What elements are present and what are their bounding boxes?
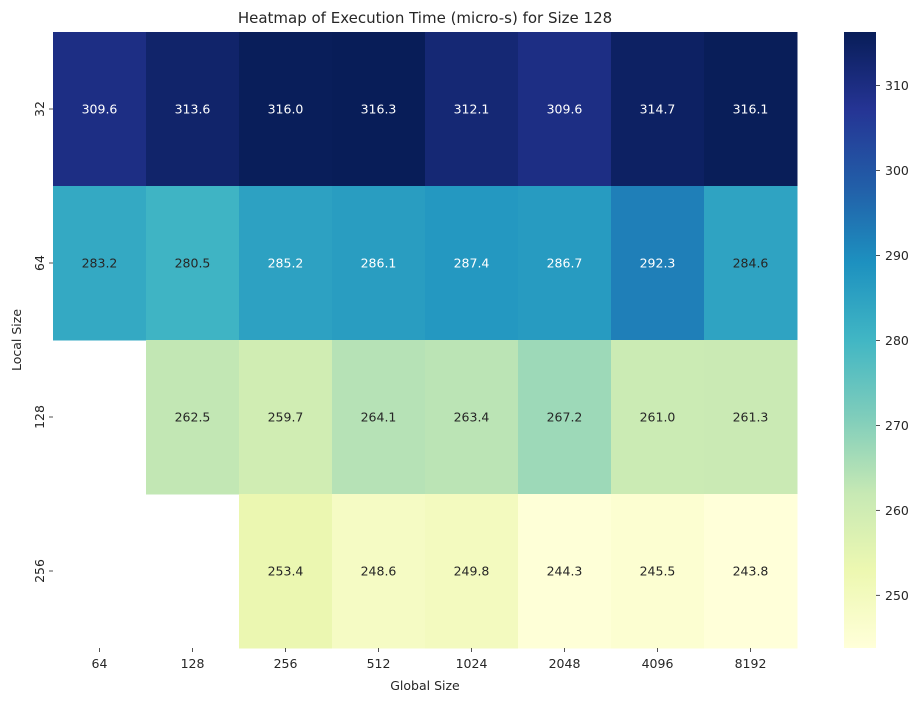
x-tick-label: 1024 [456,656,488,671]
x-axis-label: Global Size [390,678,460,693]
y-tick-label: 256 [32,559,47,583]
cell-value-label: 283.2 [82,256,118,271]
y-tick-label: 32 [32,101,47,117]
colorbar-tick-label: 290 [885,248,909,263]
heatmap-cell [425,494,519,649]
colorbar: 250 260 270 280 290 300 310 [844,32,909,648]
y-tick-label: 128 [32,405,47,429]
heatmap-cell [146,186,240,341]
heatmap-cell [704,32,798,187]
x-tick-label: 8192 [735,656,767,671]
x-tick-label: 64 [92,656,108,671]
cell-value-label: 316.0 [268,102,304,117]
cell-value-label: 286.7 [547,256,583,271]
heatmap-cells: 309.6 313.6 316.0 316.3 312.1 309.6 314.7 316.1… [53,32,798,649]
heatmap-cell [611,340,705,495]
cell-value-label: 309.6 [82,102,118,117]
cell-value-label: 261.0 [640,410,676,425]
cell-value-label: 292.3 [640,256,676,271]
cell-value-label: 245.5 [640,564,676,579]
cell-value-label: 249.8 [454,564,490,579]
cell-value-label: 284.6 [733,256,769,271]
cell-value-label: 244.3 [547,564,583,579]
chart-title: Heatmap of Execution Time (micro-s) for … [238,9,612,27]
cell-value-label: 285.2 [268,256,304,271]
colorbar-tick-label: 280 [885,333,909,348]
cell-value-label: 286.1 [361,256,397,271]
y-axis-label: Local Size [9,309,24,371]
cell-value-label: 316.3 [361,102,397,117]
cell-value-label: 263.4 [454,410,490,425]
colorbar-ticks: 250 260 270 280 290 300 310 [876,78,909,603]
heatmap-cell [239,32,333,187]
heatmap-cell [704,186,798,341]
cell-value-label: 243.8 [733,564,769,579]
y-axis: 32 64 128 256 [32,101,53,583]
heatmap-cell [425,340,519,495]
x-tick-label: 2048 [549,656,581,671]
heatmap-cell [53,186,147,341]
heatmap-cell [239,340,333,495]
heatmap-cell [704,340,798,495]
heatmap-cell [704,494,798,649]
heatmap-cell [611,186,705,341]
cell-value-label: 264.1 [361,410,397,425]
cell-value-label: 314.7 [640,102,676,117]
heatmap-cell [518,340,612,495]
cell-value-label: 267.2 [547,410,583,425]
cell-value-label: 316.1 [733,102,769,117]
x-tick-label: 256 [274,656,298,671]
heatmap-cell [146,32,240,187]
cell-value-label: 259.7 [268,410,304,425]
x-tick-label: 512 [367,656,391,671]
x-axis: 64 128 256 512 1024 2048 4096 8192 [92,648,767,671]
heatmap-cell [239,186,333,341]
heatmap-cell [332,340,426,495]
heatmap-cell [518,494,612,649]
cell-value-label: 287.4 [454,256,490,271]
cell-value-label: 312.1 [454,102,490,117]
colorbar-tick-label: 310 [885,78,909,93]
heatmap-cell [518,186,612,341]
cell-value-label: 280.5 [175,256,211,271]
heatmap-cell [332,32,426,187]
heatmap-cell [425,186,519,341]
cell-value-label: 309.6 [547,102,583,117]
cell-value-label: 261.3 [733,410,769,425]
heatmap-cell [146,340,240,495]
heatmap-cell [53,32,147,187]
cell-value-label: 262.5 [175,410,211,425]
x-tick-label: 128 [181,656,205,671]
heatmap-cell [611,32,705,187]
colorbar-gradient [844,32,876,648]
heatmap-cell [332,494,426,649]
heatmap-cell [611,494,705,649]
colorbar-tick-label: 300 [885,163,909,178]
colorbar-tick-label: 250 [885,588,909,603]
heatmap-cell [425,32,519,187]
colorbar-tick-label: 260 [885,503,909,518]
colorbar-tick-label: 270 [885,418,909,433]
cell-value-label: 313.6 [175,102,211,117]
heatmap-cell [239,494,333,649]
y-tick-label: 64 [32,255,47,271]
heatmap-cell [332,186,426,341]
x-tick-label: 4096 [642,656,674,671]
heatmap-cell [518,32,612,187]
cell-value-label: 248.6 [361,564,397,579]
cell-value-label: 253.4 [268,564,304,579]
